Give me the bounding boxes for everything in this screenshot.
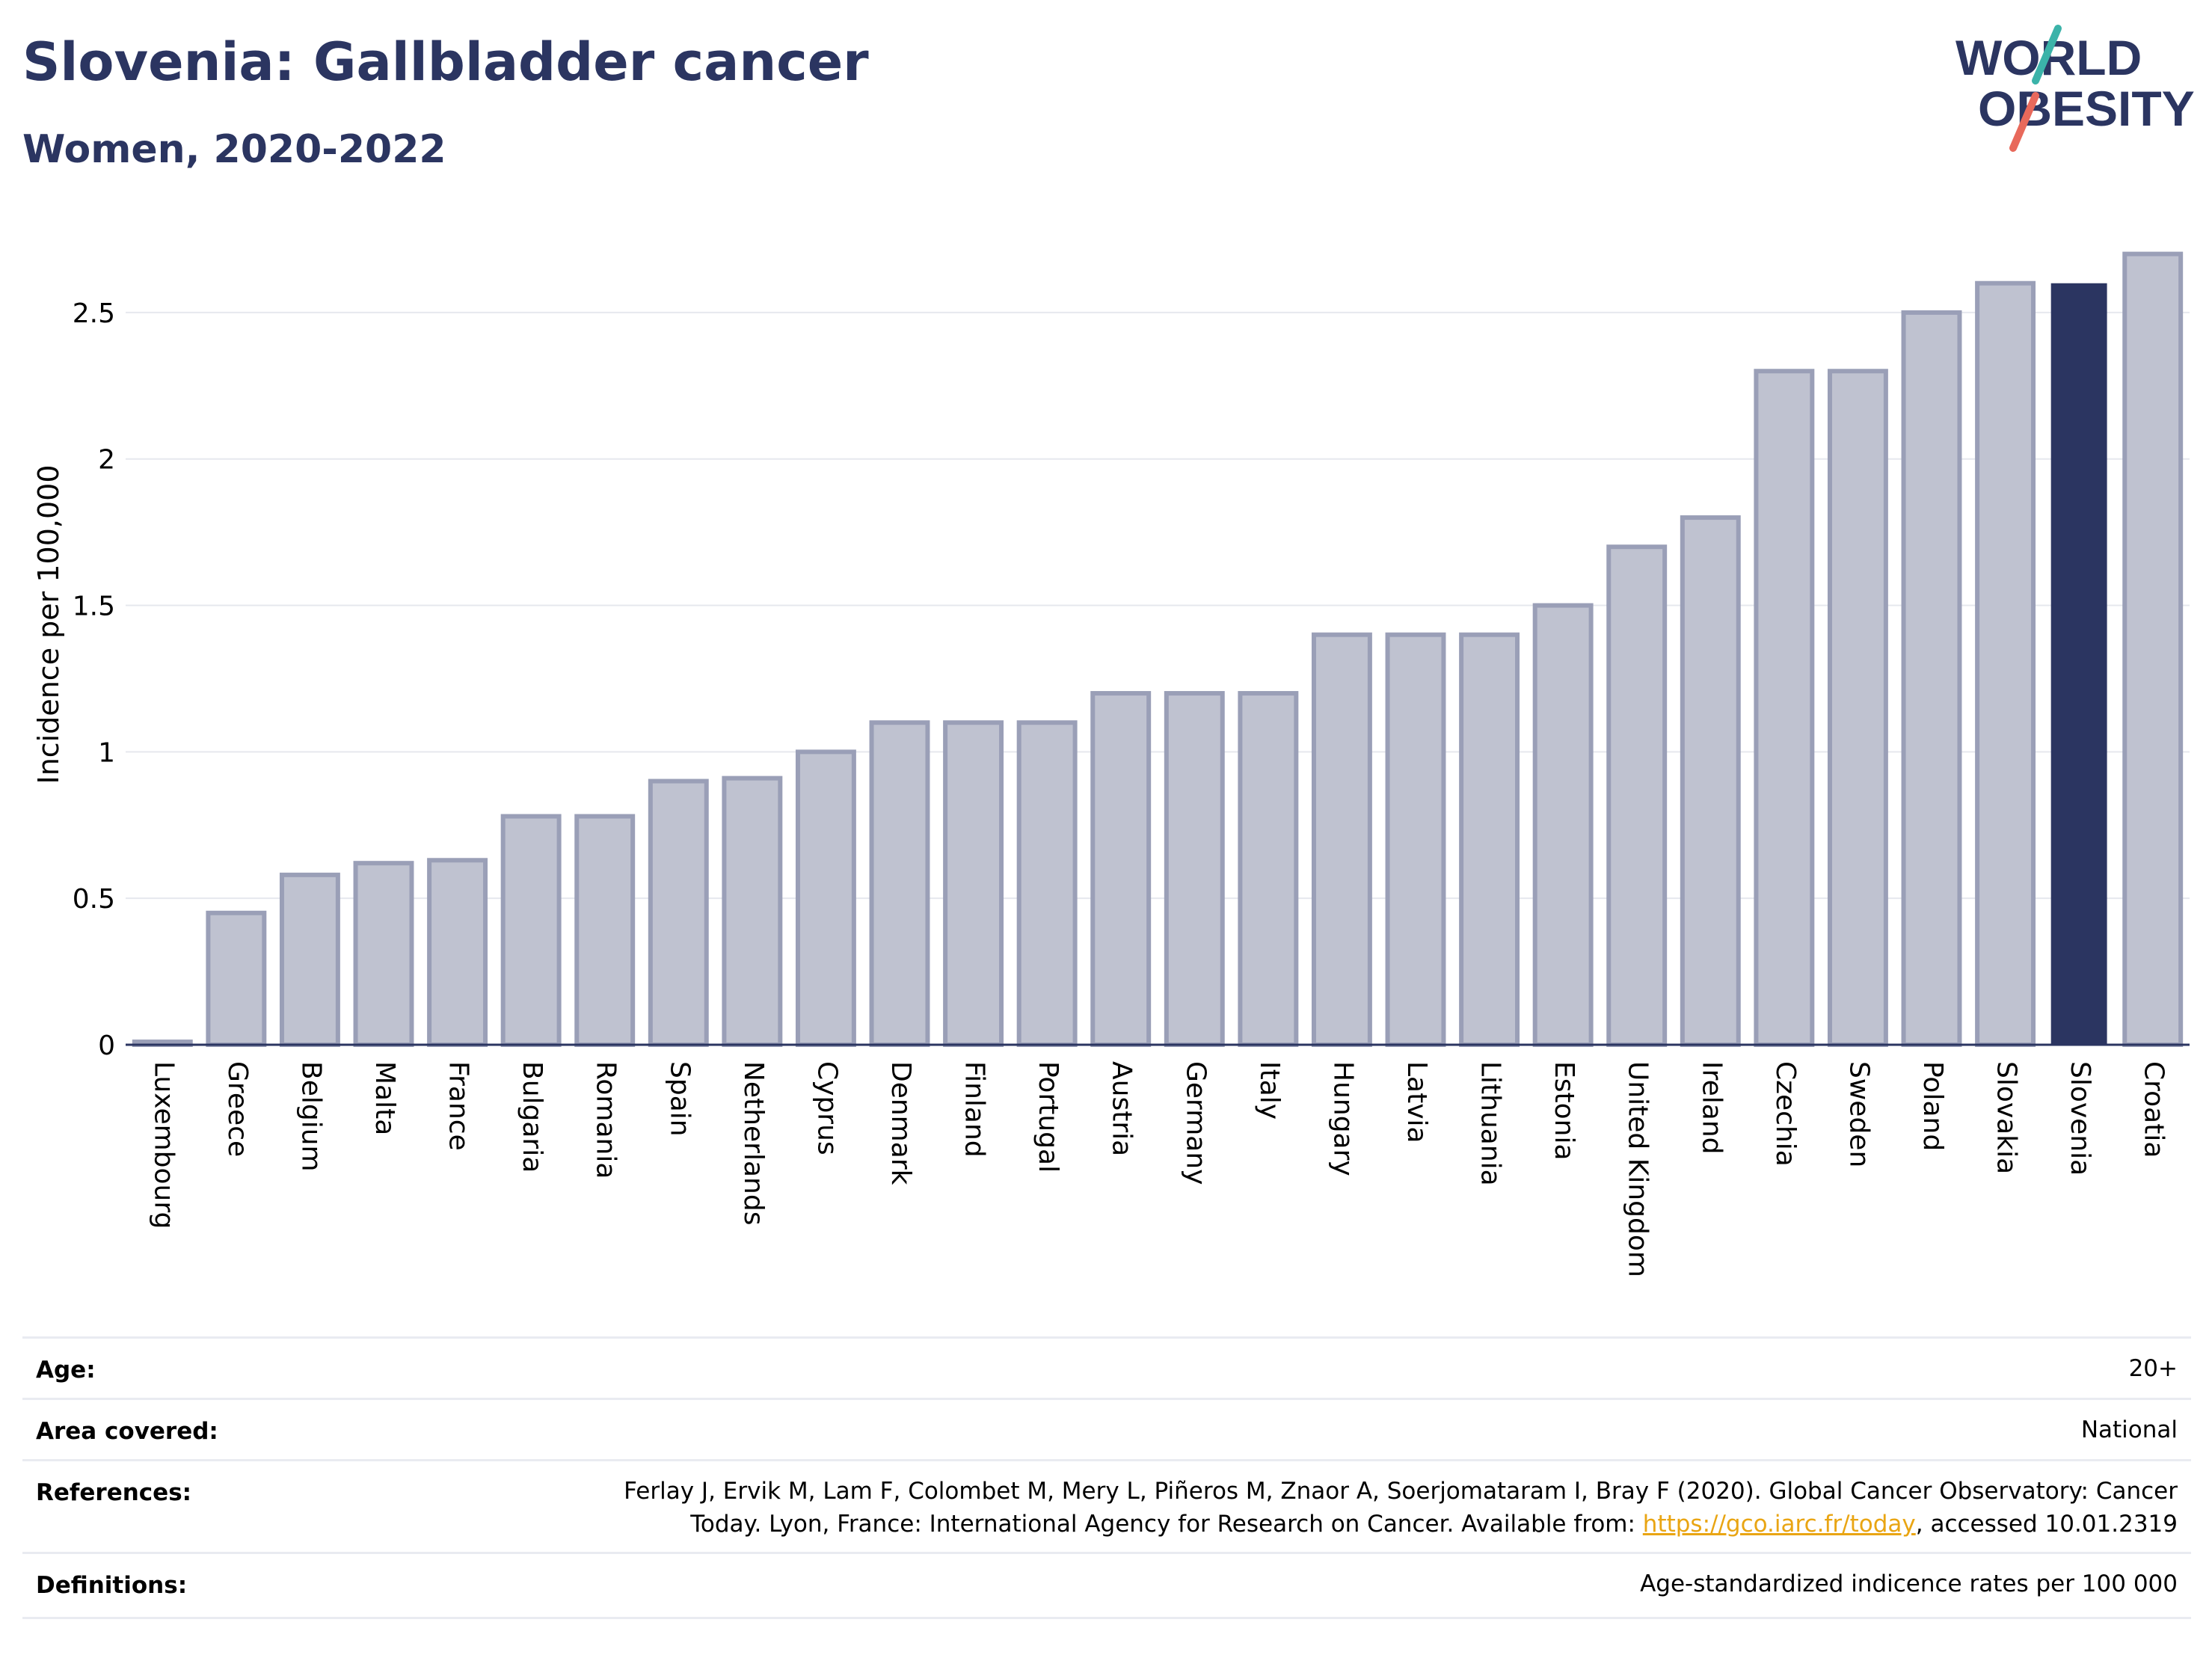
- info-row-references: References: Ferlay J, Ervik M, Lam F, Co…: [22, 1459, 2191, 1554]
- bar-spain[interactable]: [648, 779, 709, 1047]
- chart-subtitle: Women, 2020-2022: [22, 127, 446, 172]
- x-tick-label: Estonia: [1549, 1061, 1579, 1161]
- definitions-label: Definitions:: [36, 1572, 188, 1599]
- bar-latvia[interactable]: [1385, 632, 1446, 1047]
- bar-romania[interactable]: [574, 814, 636, 1048]
- bar-slovenia[interactable]: [2050, 283, 2107, 1045]
- bar-poland[interactable]: [1901, 310, 1962, 1047]
- definitions-value: Age-standardized indicence rates per 100…: [1640, 1570, 2178, 1597]
- bar-malta[interactable]: [353, 861, 414, 1047]
- references-line-2-suffix: , accessed 10.01.2319: [1915, 1511, 2178, 1538]
- x-tick-label: Finland: [959, 1061, 990, 1158]
- references-line-2-prefix: Today. Lyon, France: International Agenc…: [690, 1511, 1643, 1538]
- x-tick-label: Lithuania: [1475, 1061, 1506, 1186]
- x-tick-label: Poland: [1917, 1061, 1948, 1151]
- bar-finland[interactable]: [943, 720, 1004, 1047]
- bar-lithuania[interactable]: [1459, 632, 1520, 1047]
- info-row-age: Age: 20+: [22, 1336, 2191, 1400]
- bar-slovakia[interactable]: [1975, 280, 2036, 1047]
- logo-slash-teal: [2032, 25, 2062, 85]
- age-label: Age:: [36, 1357, 96, 1384]
- bar-portugal[interactable]: [1016, 720, 1078, 1047]
- references-line-2: Today. Lyon, France: International Agenc…: [624, 1508, 2178, 1541]
- x-tick-label: Cyprus: [811, 1061, 842, 1155]
- axis-layer: 0 0.5 1 1.5 2 2.5 Luxembourg Greece Belgium Malta…: [73, 298, 2190, 1277]
- bar-czechia[interactable]: [1754, 369, 1815, 1047]
- bar-france[interactable]: [427, 858, 488, 1047]
- logo-text-obesity: OBESITY: [1978, 81, 2195, 136]
- area-label: Area covered:: [36, 1418, 218, 1445]
- x-tick-label: Greece: [222, 1061, 253, 1157]
- bar-germany[interactable]: [1164, 691, 1225, 1047]
- age-value: 20+: [2128, 1355, 2178, 1382]
- bar-croatia[interactable]: [2122, 251, 2184, 1048]
- x-tick-label: France: [443, 1061, 474, 1151]
- x-tick-label: Austria: [1107, 1061, 1137, 1156]
- bar-greece[interactable]: [206, 910, 267, 1048]
- bar-italy[interactable]: [1238, 691, 1299, 1047]
- x-tick-label: Luxembourg: [148, 1061, 179, 1229]
- bar-estonia[interactable]: [1532, 603, 1594, 1047]
- x-tick-label: Romania: [591, 1061, 621, 1179]
- bar-layer: [132, 251, 2184, 1048]
- y-tick-label: 0: [98, 1031, 115, 1061]
- y-tick-label: 1: [98, 737, 115, 768]
- references-line-1: Ferlay J, Ervik M, Lam F, Colombet M, Me…: [624, 1478, 2178, 1505]
- x-tick-label: Germany: [1180, 1061, 1211, 1185]
- logo-slash-coral: [2009, 92, 2039, 152]
- x-tick-label: Croatia: [2139, 1061, 2169, 1158]
- x-tick-label: Denmark: [885, 1061, 916, 1185]
- x-tick-label: Slovenia: [2065, 1061, 2095, 1176]
- bar-sweden[interactable]: [1827, 369, 1888, 1047]
- y-tick-label: 1.5: [73, 592, 115, 622]
- world-obesity-logo: WORLD OBESITY: [1956, 25, 2195, 152]
- x-tick-label: Portugal: [1033, 1061, 1063, 1173]
- y-tick-label: 2.5: [73, 298, 115, 329]
- info-row-area: Area covered: National: [22, 1398, 2191, 1461]
- x-tick-label: Netherlands: [738, 1061, 769, 1225]
- references-value: Ferlay J, Ervik M, Lam F, Colombet M, Me…: [624, 1475, 2178, 1541]
- x-tick-label: Bulgaria: [517, 1061, 547, 1173]
- bar-netherlands[interactable]: [722, 776, 783, 1048]
- bar-ireland[interactable]: [1680, 515, 1741, 1047]
- bar-chart: 0 0.5 1 1.5 2 2.5 Luxembourg Greece Belgium Malta…: [32, 251, 2190, 1277]
- x-tick-label: Czechia: [1770, 1061, 1801, 1167]
- info-row-definitions: Definitions: Age-standardized indicence …: [22, 1552, 2191, 1619]
- y-axis-label: Incidence per 100,000: [32, 464, 65, 784]
- x-tick-label: Italy: [1254, 1061, 1285, 1120]
- chart-title: Slovenia: Gallbladder cancer: [22, 31, 869, 93]
- x-tick-label: Spain: [664, 1061, 695, 1137]
- x-tick-label: Belgium: [295, 1061, 326, 1172]
- references-label: References:: [36, 1479, 192, 1506]
- bar-cyprus[interactable]: [795, 749, 856, 1047]
- y-tick-label: 0.5: [73, 884, 115, 915]
- references-link[interactable]: https://gco.iarc.fr/today: [1642, 1511, 1916, 1538]
- bar-bulgaria[interactable]: [500, 814, 562, 1048]
- x-tick-label: Ireland: [1696, 1061, 1727, 1155]
- x-tick-label: Hungary: [1327, 1061, 1358, 1176]
- x-tick-label: Malta: [369, 1061, 400, 1135]
- bar-denmark[interactable]: [869, 720, 930, 1047]
- bar-united-kingdom[interactable]: [1606, 544, 1668, 1047]
- y-tick-label: 2: [98, 445, 115, 476]
- bar-belgium[interactable]: [279, 872, 340, 1048]
- x-tick-label: Sweden: [1843, 1061, 1874, 1167]
- bar-austria[interactable]: [1090, 691, 1152, 1047]
- x-tick-label: Slovakia: [1991, 1061, 2022, 1174]
- x-tick-label: Latvia: [1401, 1061, 1432, 1143]
- x-tick-label: United Kingdom: [1623, 1061, 1653, 1277]
- area-value: National: [2080, 1416, 2178, 1443]
- bar-hungary[interactable]: [1311, 632, 1372, 1047]
